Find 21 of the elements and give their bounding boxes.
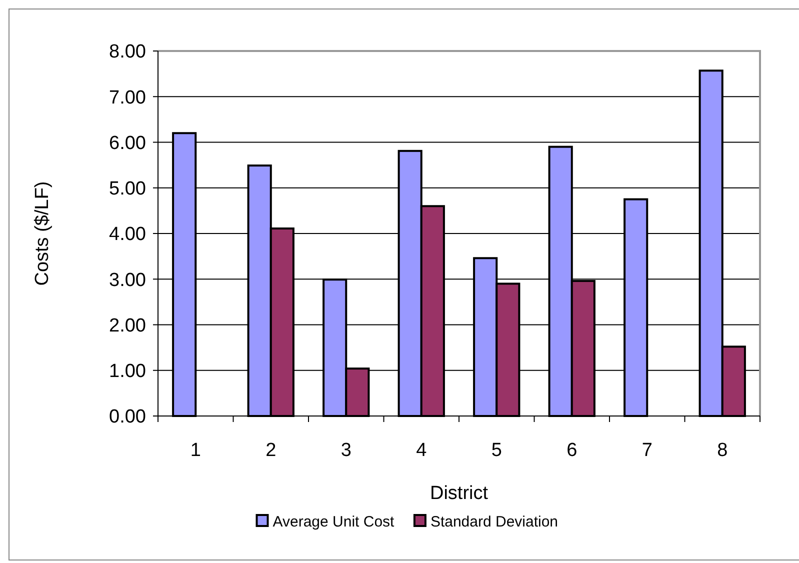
y-tick-label: 6.00: [109, 132, 146, 154]
x-tick-label: 1: [190, 440, 201, 461]
x-tick-label: 4: [416, 440, 428, 461]
y-tick-label: 0.00: [109, 406, 146, 428]
x-tick-label: 8: [717, 440, 728, 461]
x-tick-label: 5: [491, 440, 502, 461]
y-tick-label: 8.00: [109, 42, 146, 63]
y-tick-label: 5.00: [109, 178, 146, 200]
y-tick-label: 4.00: [109, 224, 146, 246]
y-tick-label: 7.00: [109, 87, 146, 108]
x-axis-title: District: [430, 483, 489, 504]
legend-label: Average Unit Cost: [272, 513, 396, 530]
y-axis-title: Costs ($/LF): [32, 181, 53, 286]
y-tick-label: 3.00: [109, 270, 146, 291]
y-tick-label: 2.00: [109, 315, 146, 336]
x-tick-label: 6: [566, 440, 578, 461]
y-tick-label: 1.00: [109, 361, 146, 382]
x-tick-label: 7: [642, 440, 652, 461]
x-tick-label: 2: [266, 440, 276, 461]
legend-label: Standard Deviation: [430, 513, 558, 530]
x-tick-label: 3: [340, 440, 352, 461]
